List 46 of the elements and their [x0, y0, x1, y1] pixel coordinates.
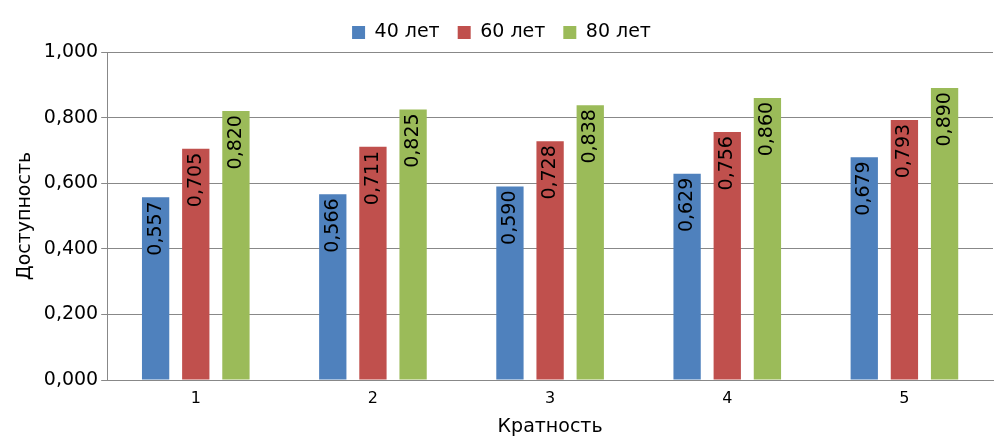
- bar: [182, 148, 210, 380]
- bar: [399, 109, 427, 380]
- bar: [576, 105, 604, 380]
- y-axis-title: Доступность: [12, 151, 35, 281]
- data-label: 0,728: [537, 145, 560, 200]
- y-tick-label: 0,200: [43, 301, 99, 324]
- data-label: 0,860: [754, 101, 777, 157]
- data-label: 0,890: [931, 92, 954, 147]
- data-label: 0,629: [674, 177, 697, 233]
- bar: [850, 157, 878, 380]
- bar: [359, 146, 387, 380]
- bar: [496, 186, 524, 380]
- y-tick-label: 0,800: [43, 104, 99, 127]
- data-label: 0,820: [222, 115, 245, 170]
- data-label: 0,756: [714, 136, 737, 191]
- data-label: 0,566: [319, 198, 342, 253]
- y-tick-label: 0,600: [43, 170, 99, 193]
- y-tick-label: 0,400: [43, 235, 99, 258]
- x-tick-label: 3: [545, 387, 556, 407]
- bar: [890, 119, 919, 380]
- legend-label: 80 лет: [585, 19, 651, 42]
- bar: [673, 173, 701, 380]
- bar: [930, 88, 959, 380]
- data-label: 0,825: [400, 113, 423, 168]
- data-label: 0,705: [182, 152, 205, 208]
- data-label: 0,679: [851, 161, 874, 216]
- x-tick-label: 1: [190, 387, 201, 407]
- x-tick-label: 4: [722, 387, 733, 407]
- bar: [141, 197, 170, 380]
- bar: [222, 111, 250, 380]
- legend-label: 60 лет: [480, 19, 546, 42]
- bar: [536, 141, 564, 380]
- data-label: 0,557: [142, 201, 165, 256]
- bar: [753, 97, 782, 380]
- legend-label: 40 лет: [374, 19, 440, 42]
- data-label: 0,793: [891, 123, 914, 179]
- bar: [319, 194, 347, 380]
- y-tick-label: 0,000: [43, 366, 99, 389]
- data-label: 0,711: [359, 150, 382, 206]
- y-tick-label: 1,000: [43, 38, 99, 61]
- data-label: 0,590: [496, 190, 519, 245]
- x-tick-label: 2: [367, 387, 379, 407]
- data-label: 0,838: [577, 109, 600, 164]
- x-axis-title: Кратность: [497, 413, 603, 436]
- bar: [713, 132, 741, 380]
- x-tick-label: 5: [899, 387, 910, 407]
